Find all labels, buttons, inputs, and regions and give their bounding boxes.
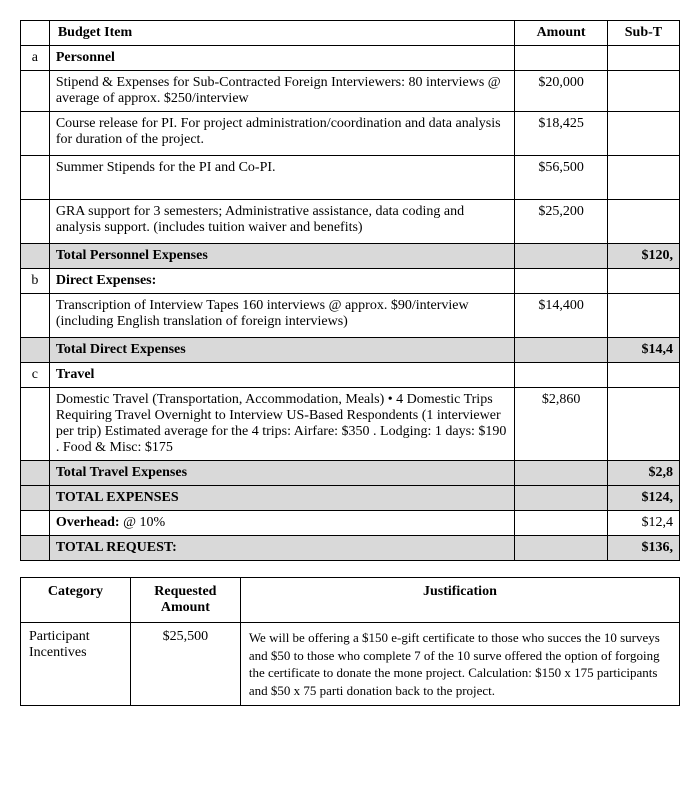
item-desc: Transcription of Interview Tapes 160 int…: [49, 294, 514, 338]
section-letter: a: [21, 46, 50, 71]
line-item: Transcription of Interview Tapes 160 int…: [21, 294, 680, 338]
section-letter: b: [21, 269, 50, 294]
section-row: b Direct Expenses:: [21, 269, 680, 294]
grand-value: $124,: [607, 486, 679, 511]
section-total-label: Total Travel Expenses: [49, 461, 514, 486]
total-request-row: TOTAL REQUEST: $136,: [21, 536, 680, 561]
item-desc: Course release for PI. For project admin…: [49, 112, 514, 156]
item-desc: GRA support for 3 semesters; Administrat…: [49, 200, 514, 244]
grand-label: TOTAL REQUEST:: [49, 536, 514, 561]
item-desc: Stipend & Expenses for Sub-Contracted Fo…: [49, 71, 514, 112]
item-amount: $20,000: [515, 71, 608, 112]
justif-category: Participant Incentives: [21, 623, 131, 706]
section-row: a Personnel: [21, 46, 680, 71]
justif-header-category: Category: [21, 578, 131, 623]
item-amount: $25,200: [515, 200, 608, 244]
justif-header-justification: Justification: [240, 578, 679, 623]
item-amount: $18,425: [515, 112, 608, 156]
section-total-value: $2,8: [607, 461, 679, 486]
justification-table: Category Requested Amount Justification …: [20, 577, 680, 706]
justif-text: We will be offering a $150 e-gift certif…: [240, 623, 679, 706]
line-item: Domestic Travel (Transportation, Accommo…: [21, 388, 680, 461]
section-total-row: Total Personnel Expenses $120,: [21, 244, 680, 269]
line-item: Course release for PI. For project admin…: [21, 112, 680, 156]
grand-total-row: TOTAL EXPENSES $124,: [21, 486, 680, 511]
justification-header-row: Category Requested Amount Justification: [21, 578, 680, 623]
grand-value: $136,: [607, 536, 679, 561]
overhead-label: Overhead: @ 10%: [49, 511, 514, 536]
section-total-value: $14,4: [607, 338, 679, 363]
section-total-label: Total Personnel Expenses: [49, 244, 514, 269]
item-desc: Summer Stipends for the PI and Co-PI.: [49, 156, 514, 200]
section-row: c Travel: [21, 363, 680, 388]
line-item: Summer Stipends for the PI and Co-PI. $5…: [21, 156, 680, 200]
section-total-row: Total Direct Expenses $14,4: [21, 338, 680, 363]
section-name: Travel: [49, 363, 514, 388]
header-amount: Amount: [515, 21, 608, 46]
header-subtotal: Sub-T: [607, 21, 679, 46]
item-amount: $56,500: [515, 156, 608, 200]
section-total-label: Total Direct Expenses: [49, 338, 514, 363]
header-item: Budget Item: [49, 21, 514, 46]
item-amount: $2,860: [515, 388, 608, 461]
justification-row: Participant Incentives $25,500 We will b…: [21, 623, 680, 706]
section-letter: c: [21, 363, 50, 388]
item-desc: Domestic Travel (Transportation, Accommo…: [49, 388, 514, 461]
grand-label: TOTAL EXPENSES: [49, 486, 514, 511]
overhead-row: Overhead: @ 10% $12,4: [21, 511, 680, 536]
item-amount: $14,400: [515, 294, 608, 338]
section-total-value: $120,: [607, 244, 679, 269]
budget-table: Budget Item Amount Sub-T a Personnel Sti…: [20, 20, 680, 561]
header-blank: [21, 21, 50, 46]
line-item: Stipend & Expenses for Sub-Contracted Fo…: [21, 71, 680, 112]
justif-header-amount: Requested Amount: [130, 578, 240, 623]
section-name: Personnel: [49, 46, 514, 71]
section-total-row: Total Travel Expenses $2,8: [21, 461, 680, 486]
overhead-value: $12,4: [607, 511, 679, 536]
section-name: Direct Expenses:: [49, 269, 514, 294]
budget-header-row: Budget Item Amount Sub-T: [21, 21, 680, 46]
line-item: GRA support for 3 semesters; Administrat…: [21, 200, 680, 244]
justif-amount: $25,500: [130, 623, 240, 706]
